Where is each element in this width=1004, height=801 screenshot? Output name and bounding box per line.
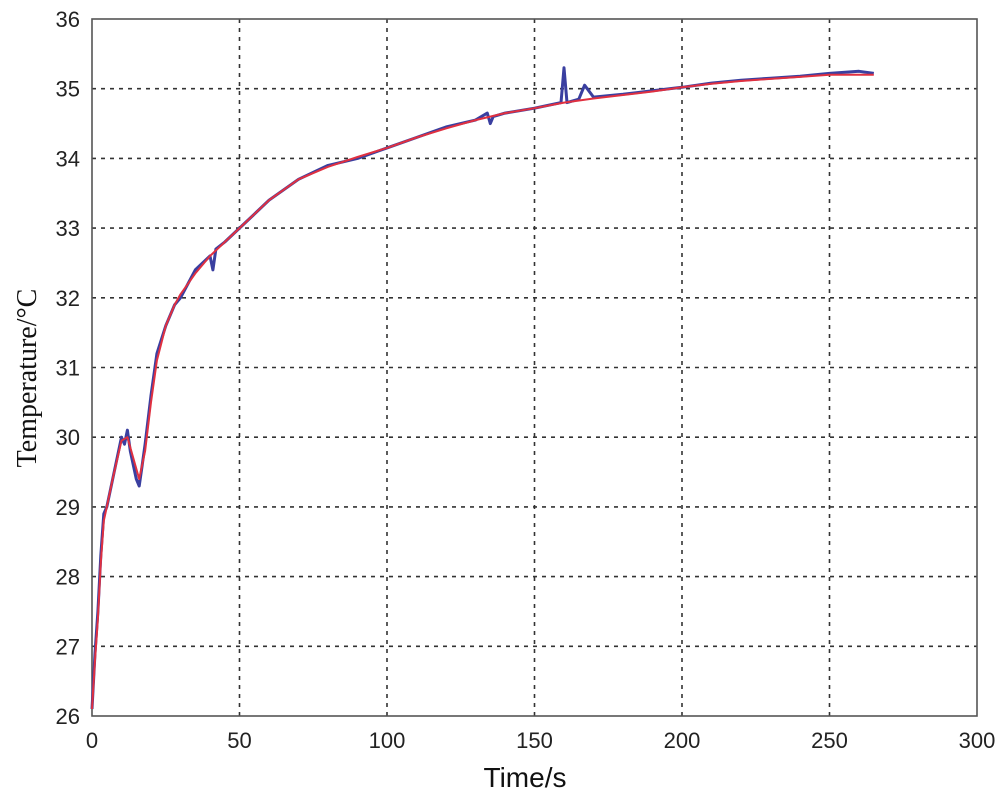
series-line-2 xyxy=(91,73,874,710)
x-axis-title: Time/s xyxy=(484,762,567,793)
y-tick-label: 27 xyxy=(56,634,80,659)
x-tick-label: 250 xyxy=(811,728,848,753)
y-tick-label: 35 xyxy=(56,77,80,102)
x-tick-labels: 0 50 100 150 200 250 300 xyxy=(86,728,995,753)
y-tick-label: 34 xyxy=(56,146,80,171)
series-line-1 xyxy=(90,66,875,710)
y-tick-label: 30 xyxy=(56,425,80,450)
y-tick-label: 32 xyxy=(56,286,80,311)
y-tick-label: 28 xyxy=(56,565,80,590)
y-tick-label: 36 xyxy=(56,7,80,32)
y-tick-labels: 26 27 28 29 30 31 32 33 34 35 36 xyxy=(56,7,80,729)
y-tick-label: 29 xyxy=(56,495,80,520)
x-tick-label: 300 xyxy=(959,728,996,753)
y-tick-label: 31 xyxy=(56,356,80,381)
y-axis-title: Temperature/°C xyxy=(12,289,43,468)
y-tick-label: 26 xyxy=(56,704,80,729)
y-tick-label: 33 xyxy=(56,216,80,241)
series-lines xyxy=(90,66,875,710)
x-tick-label: 200 xyxy=(664,728,701,753)
plot-frame xyxy=(91,18,978,717)
x-tick-label: 150 xyxy=(516,728,553,753)
x-tick-label: 0 xyxy=(86,728,98,753)
grid-lines xyxy=(92,19,977,716)
x-tick-label: 100 xyxy=(369,728,406,753)
x-tick-label: 50 xyxy=(227,728,251,753)
